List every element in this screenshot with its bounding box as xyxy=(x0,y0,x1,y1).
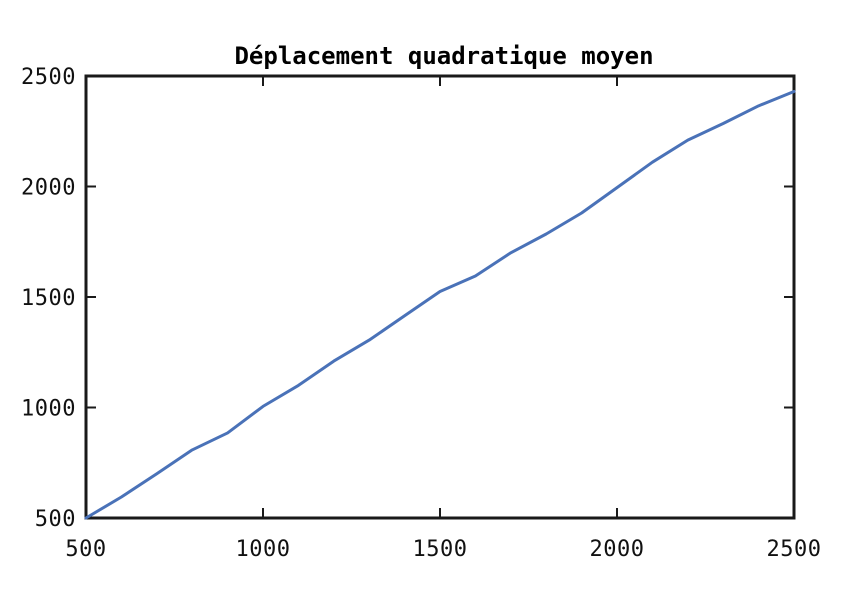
y-tick-label: 1500 xyxy=(21,286,76,311)
tick-marks xyxy=(85,75,795,519)
plot-area: 500 1000 1500 2000 2500 500 1000 1500 2000 2500 xyxy=(21,65,821,562)
y-tick-label: 1000 xyxy=(21,397,76,422)
tick-labels: 500 1000 1500 2000 2500 500 1000 1500 2000 2500 xyxy=(21,65,821,562)
x-tick-label: 1000 xyxy=(236,537,291,562)
x-tick-label: 2000 xyxy=(590,537,645,562)
chart-title: Déplacement quadratique moyen xyxy=(234,42,653,70)
series-line xyxy=(84,89,796,520)
y-tick-label: 2500 xyxy=(21,65,76,90)
x-tick-label: 1500 xyxy=(413,537,468,562)
x-tick-label: 500 xyxy=(65,537,106,562)
series-layer xyxy=(84,89,796,520)
y-tick-label: 2000 xyxy=(21,176,76,201)
x-tick-label: 2500 xyxy=(767,537,822,562)
y-tick-label: 500 xyxy=(35,507,76,532)
